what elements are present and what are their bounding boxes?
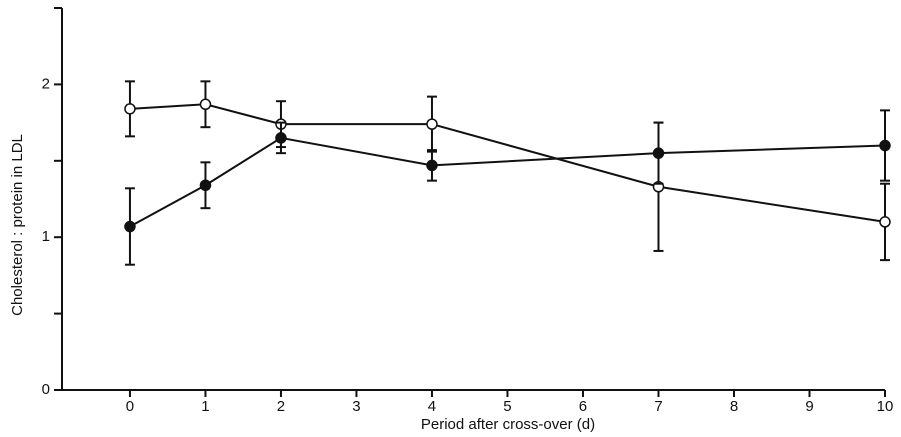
data-point xyxy=(426,118,438,130)
data-point xyxy=(879,139,891,152)
x-tick-label: 2 xyxy=(277,398,285,415)
x-tick-label: 10 xyxy=(877,398,894,415)
x-tick-label: 3 xyxy=(352,398,360,415)
data-point xyxy=(124,220,136,233)
data-point xyxy=(275,132,287,144)
data-point xyxy=(879,216,891,228)
y-tick-label: 2 xyxy=(42,75,50,92)
y-axis-label: Cholesterol : protein in LDL xyxy=(9,134,26,316)
series-line xyxy=(129,136,886,228)
x-tick-label: 6 xyxy=(579,398,587,415)
x-tick-label: 0 xyxy=(126,398,134,415)
x-tick-label: 8 xyxy=(730,398,738,415)
data-point xyxy=(199,179,212,191)
x-tick-label: 5 xyxy=(503,398,511,415)
x-axis-label: Period after cross-over (d) xyxy=(421,416,595,433)
y-tick-label: 0 xyxy=(42,381,50,398)
y-tick-label: 1 xyxy=(42,228,50,245)
data-point xyxy=(199,98,212,111)
data-point xyxy=(426,159,438,172)
x-tick-label: 4 xyxy=(428,398,436,415)
data-point xyxy=(124,103,136,115)
series-line xyxy=(129,103,886,223)
data-point xyxy=(652,147,665,159)
x-tick-label: 9 xyxy=(805,398,813,415)
x-tick-label: 1 xyxy=(201,398,209,415)
x-tick-label: 7 xyxy=(654,398,662,415)
